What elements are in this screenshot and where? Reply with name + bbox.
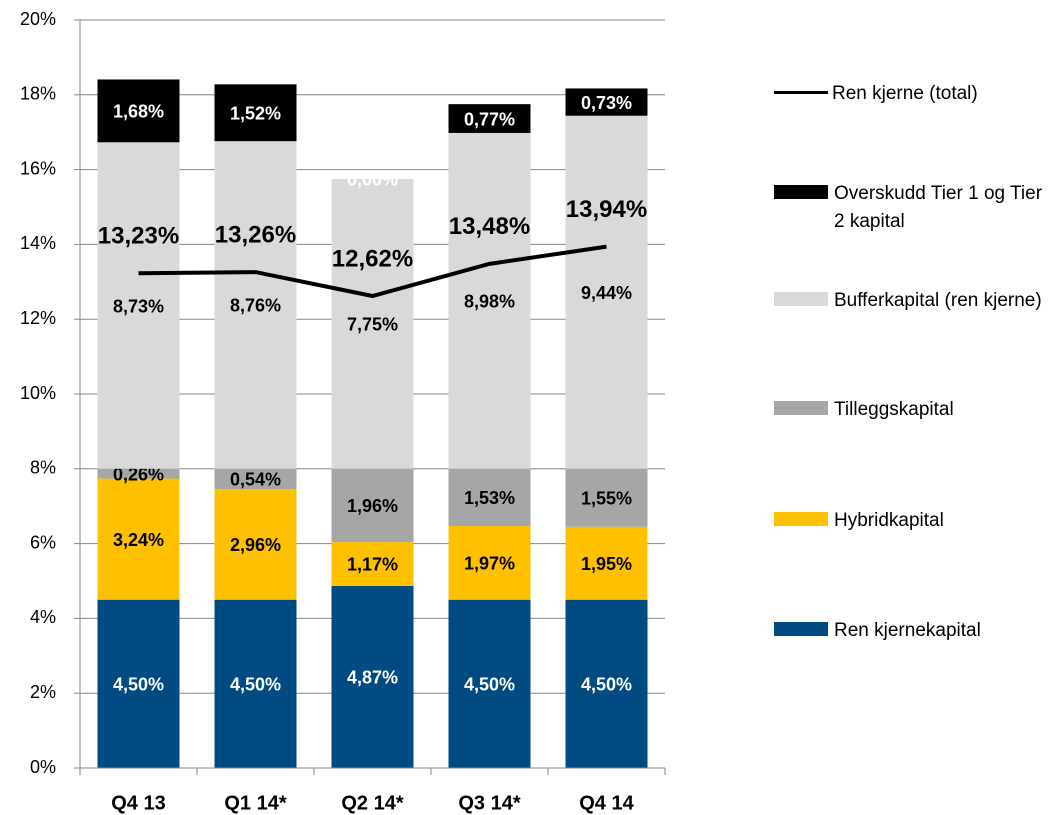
data-label: 4,50%	[113, 675, 164, 695]
bar-segment	[448, 132, 531, 469]
bar-segment	[565, 526, 648, 600]
bar-segment	[331, 542, 414, 586]
legend: Ren kjerne (total) Overskudd Tier 1 og Ti…	[774, 0, 1054, 815]
legend-label: Hybridkapital	[834, 510, 944, 531]
data-label: 12,62%	[332, 245, 413, 272]
y-tick-label: 2%	[30, 682, 56, 702]
data-label: 1,97%	[464, 554, 515, 574]
bar-segment	[331, 585, 414, 768]
y-tick-label: 18%	[20, 84, 56, 104]
legend-label: Bufferkapital (ren kjerne)	[834, 290, 1042, 311]
data-label: 4,87%	[347, 668, 398, 688]
data-label: 4,50%	[464, 675, 515, 695]
x-tick-label: Q1 14*	[224, 792, 286, 814]
bar-segment	[214, 488, 297, 600]
data-label: 1,17%	[347, 555, 398, 575]
bar-segment	[448, 599, 531, 768]
bar-segment	[448, 526, 531, 600]
data-label: 1,53%	[464, 488, 515, 508]
data-label: 1,55%	[581, 489, 632, 509]
bar-segment	[331, 468, 414, 543]
chart: 0% 2% 4% 6% 8% 10% 12% 14% 16% 18% 20% 4,50% 4,50% 4,…	[20, 9, 666, 814]
bar-segment	[448, 104, 531, 133]
data-label: 1,96%	[347, 496, 398, 516]
legend-swatch	[774, 622, 828, 636]
bar-segment	[214, 599, 297, 768]
bar-segment	[97, 79, 180, 143]
x-tick-label: Q4 13	[111, 792, 165, 814]
bar-segment	[214, 84, 297, 142]
data-label: 1,95%	[581, 554, 632, 574]
legend-swatch	[774, 512, 828, 526]
bar-segment	[97, 478, 180, 600]
y-tick-label: 0%	[30, 757, 56, 777]
y-tick-label: 4%	[30, 607, 56, 627]
data-label: 13,48%	[449, 213, 530, 240]
data-label: 4,50%	[230, 675, 281, 695]
data-label: 0,77%	[464, 109, 515, 129]
bar-segment	[97, 142, 180, 469]
x-tick-label: Q2 14*	[341, 792, 403, 814]
data-label: 0,73%	[581, 93, 632, 113]
legend-label: Ren kjerne (total)	[832, 83, 978, 104]
data-label: 0,54%	[230, 470, 281, 490]
y-tick-label: 12%	[20, 308, 56, 328]
data-label: 13,23%	[98, 223, 179, 250]
legend-label: Ren kjernekapital	[834, 620, 981, 641]
data-label: 7,75%	[347, 315, 398, 335]
data-label: 2,96%	[230, 535, 281, 555]
bar-segment	[565, 115, 648, 469]
y-tick-label: 10%	[20, 383, 56, 403]
data-label: 8,98%	[464, 292, 515, 312]
data-label: 8,73%	[113, 296, 164, 316]
y-tick-label: 14%	[20, 233, 56, 253]
data-label: 13,94%	[566, 196, 647, 223]
bar-segment	[97, 599, 180, 768]
x-tick-label: Q3 14*	[458, 792, 520, 814]
legend-swatch	[774, 401, 828, 415]
bar-segment	[565, 599, 648, 768]
legend-swatch	[774, 91, 828, 94]
line	[138, 244, 607, 299]
bar-segment	[331, 178, 414, 469]
data-label: 13,26%	[215, 221, 296, 248]
data-label: 9,44%	[581, 283, 632, 303]
legend-label: Tilleggskapital	[834, 399, 954, 420]
legend-item: Hybridkapital	[774, 507, 1054, 535]
x-tick-label: Q4 14	[579, 792, 634, 814]
legend-swatch	[774, 185, 828, 199]
legend-label: Overskudd Tier 1 og Tier 2 kapital	[834, 183, 1043, 232]
bar-segment	[214, 141, 297, 469]
legend-item: Tilleggskapital	[774, 396, 1054, 424]
data-label: 0,26%	[113, 464, 164, 484]
y-tick-label: 8%	[30, 458, 56, 478]
data-label: 1,52%	[230, 104, 281, 124]
bar-segment	[448, 468, 531, 527]
bar-segment	[565, 88, 648, 116]
data-label: 1,68%	[113, 102, 164, 122]
legend-item: Bufferkapital (ren kjerne)	[774, 287, 1054, 315]
bar-segment	[565, 468, 648, 527]
bar-segment	[97, 468, 180, 479]
data-label: 3,24%	[113, 530, 164, 550]
data-label: 0,00%	[347, 170, 398, 190]
legend-swatch	[774, 292, 828, 306]
y-tick-label: 6%	[30, 532, 56, 552]
legend-item: Ren kjernekapital	[774, 617, 1054, 645]
data-label: 8,76%	[230, 296, 281, 316]
legend-item: Ren kjerne (total)	[774, 80, 1052, 108]
legend-item: Overskudd Tier 1 og Tier 2 kapital	[774, 180, 1054, 236]
y-tick-label: 16%	[20, 158, 56, 178]
bar-segment	[214, 468, 297, 489]
data-label: 4,50%	[581, 675, 632, 695]
y-tick-label: 20%	[20, 9, 56, 29]
